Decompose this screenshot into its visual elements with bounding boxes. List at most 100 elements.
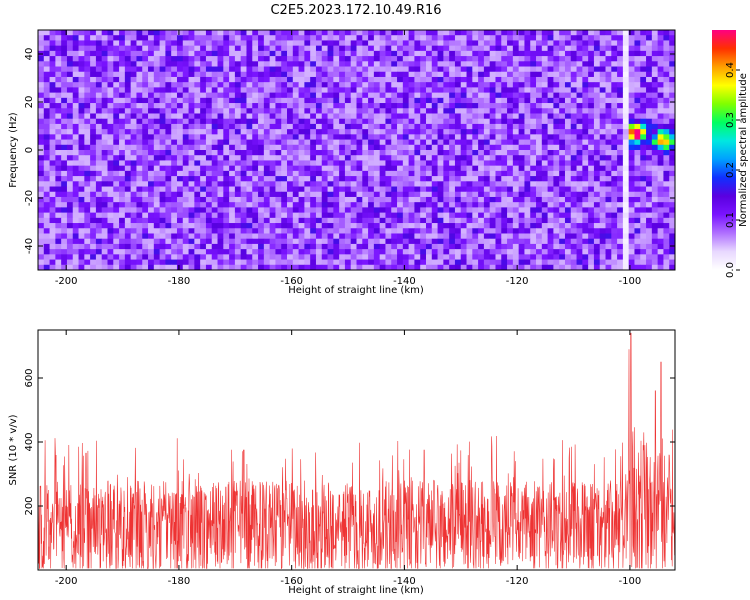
heatmap-cell: [344, 40, 352, 47]
heatmap-cell: [229, 223, 236, 229]
heatmap-cell: [165, 254, 172, 260]
heatmap-cell: [489, 118, 496, 125]
heatmap-cell: [657, 97, 664, 104]
heatmap-cell: [368, 144, 375, 151]
heatmap-cell: [362, 207, 369, 214]
heatmap-cell: [182, 87, 189, 94]
heatmap-cell: [205, 150, 213, 156]
heatmap-cell: [304, 144, 311, 151]
heatmap-cell: [564, 223, 572, 229]
heatmap-cell: [339, 97, 346, 104]
heatmap-cell: [431, 207, 438, 214]
heatmap-cell: [165, 87, 172, 94]
heatmap-cell: [454, 160, 462, 167]
heatmap-cell: [240, 97, 247, 104]
heatmap-cell: [148, 50, 155, 57]
heatmap-cell: [200, 212, 207, 219]
heatmap-cell: [530, 238, 537, 245]
heatmap-cell: [333, 92, 340, 99]
heatmap-cell: [414, 196, 421, 203]
heatmap-cell: [84, 181, 91, 187]
heatmap-cell: [315, 144, 323, 151]
heatmap-cell: [507, 186, 514, 193]
heatmap-cell: [142, 259, 149, 266]
heatmap-cell: [246, 259, 253, 266]
heatmap-cell: [634, 223, 641, 229]
heatmap-cell: [385, 76, 392, 83]
heatmap-cell: [420, 56, 427, 62]
heatmap-cell: [373, 56, 381, 62]
heatmap-cell: [437, 228, 444, 234]
heatmap-cell: [66, 71, 74, 78]
heatmap-cell: [663, 223, 670, 229]
heatmap-cell: [78, 259, 85, 266]
heatmap-cell: [478, 165, 485, 172]
heatmap-cell: [570, 56, 577, 62]
heatmap-cell: [397, 196, 404, 203]
heatmap-cell: [327, 228, 334, 234]
heatmap-cell: [217, 82, 224, 88]
heatmap-cell: [165, 259, 172, 266]
heatmap-cell: [49, 118, 56, 125]
heatmap-cell: [663, 66, 670, 73]
heatmap-cell: [95, 196, 103, 203]
heatmap-cell: [646, 139, 653, 146]
heatmap-cell: [385, 212, 392, 219]
heatmap-cell: [617, 249, 624, 255]
heatmap-cell: [130, 249, 137, 255]
heatmap-cell: [599, 35, 606, 41]
heatmap-cell: [113, 92, 120, 99]
heatmap-cell: [350, 45, 357, 52]
heatmap-cell: [217, 254, 224, 260]
heatmap-cell: [176, 45, 184, 52]
heatmap-cell: [66, 165, 74, 172]
heatmap-cell: [512, 108, 520, 114]
heatmap-cell: [55, 228, 62, 234]
heatmap-cell: [489, 249, 496, 255]
heatmap-cell: [564, 228, 572, 234]
heatmap-cell: [119, 66, 126, 73]
heatmap-cell: [663, 76, 670, 83]
heatmap-cell: [107, 264, 114, 271]
heatmap-cell: [507, 170, 514, 177]
heatmap-cell: [182, 191, 189, 198]
heatmap-cell: [136, 264, 143, 271]
heatmap-cell: [275, 92, 282, 99]
heatmap-cell: [368, 45, 375, 52]
heatmap-cell: [588, 217, 595, 224]
heatmap-cell: [200, 113, 207, 120]
heatmap-cell: [217, 66, 224, 73]
heatmap-cell: [466, 196, 473, 203]
heatmap-cell: [495, 61, 502, 67]
heatmap-cell: [188, 196, 195, 203]
heatmap-cell: [350, 217, 357, 224]
heatmap-cell: [292, 56, 299, 62]
heatmap-cell: [142, 196, 149, 203]
heatmap-cell: [269, 217, 276, 224]
heatmap-cell: [61, 186, 68, 193]
heatmap-cell: [234, 243, 242, 250]
heatmap-cell: [564, 76, 572, 83]
heatmap-cell: [385, 165, 392, 172]
heatmap-cell: [119, 165, 126, 172]
heatmap-cell: [408, 155, 415, 161]
heatmap-cell: [153, 191, 161, 198]
heatmap-cell: [182, 202, 189, 208]
heatmap-cell: [182, 150, 189, 156]
heatmap-cell: [617, 113, 624, 120]
heatmap-cell: [211, 170, 218, 177]
heatmap-cell: [333, 123, 340, 130]
heatmap-cell: [489, 202, 496, 208]
heatmap-cell: [84, 92, 91, 99]
heatmap-cell: [501, 123, 508, 130]
heatmap-cell: [246, 191, 253, 198]
heatmap-cell: [483, 223, 491, 229]
heatmap-cell: [530, 61, 537, 67]
heatmap-cell: [541, 212, 548, 219]
heatmap-cell: [234, 50, 242, 57]
heatmap-cell: [628, 176, 635, 182]
heatmap-cell: [211, 108, 218, 114]
heatmap-cell: [327, 103, 334, 109]
heatmap-cell: [281, 176, 288, 182]
heatmap-cell: [90, 196, 97, 203]
